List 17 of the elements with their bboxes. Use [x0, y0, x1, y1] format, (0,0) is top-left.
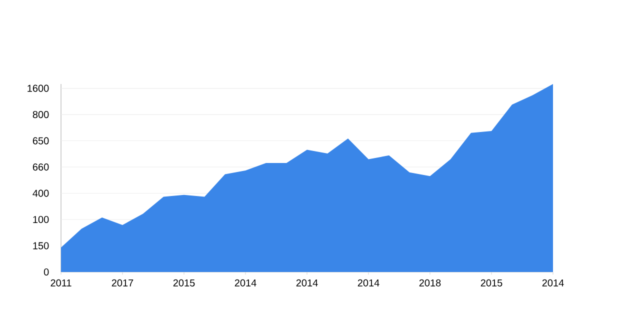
text: 660	[32, 163, 49, 171]
x-tick-label: 2014	[542, 279, 564, 286]
text: 0	[44, 268, 49, 276]
text: 650	[32, 137, 49, 144]
text: 100	[33, 216, 49, 224]
x-tick-label: 2017	[112, 279, 134, 286]
x-tick-label: 2011	[50, 279, 72, 286]
text: 400	[32, 190, 49, 197]
x-tick-label: 2015	[173, 279, 195, 286]
x-tick-label: 2014	[296, 279, 318, 286]
text: 1600	[28, 84, 49, 92]
x-tick-label: 2014	[234, 279, 256, 286]
x-tick-label: 2018	[419, 279, 441, 286]
text: 800	[32, 111, 49, 118]
text: 150	[33, 242, 49, 250]
x-tick-label: 2015	[480, 279, 502, 286]
x-tick-label: 2014	[358, 279, 380, 286]
